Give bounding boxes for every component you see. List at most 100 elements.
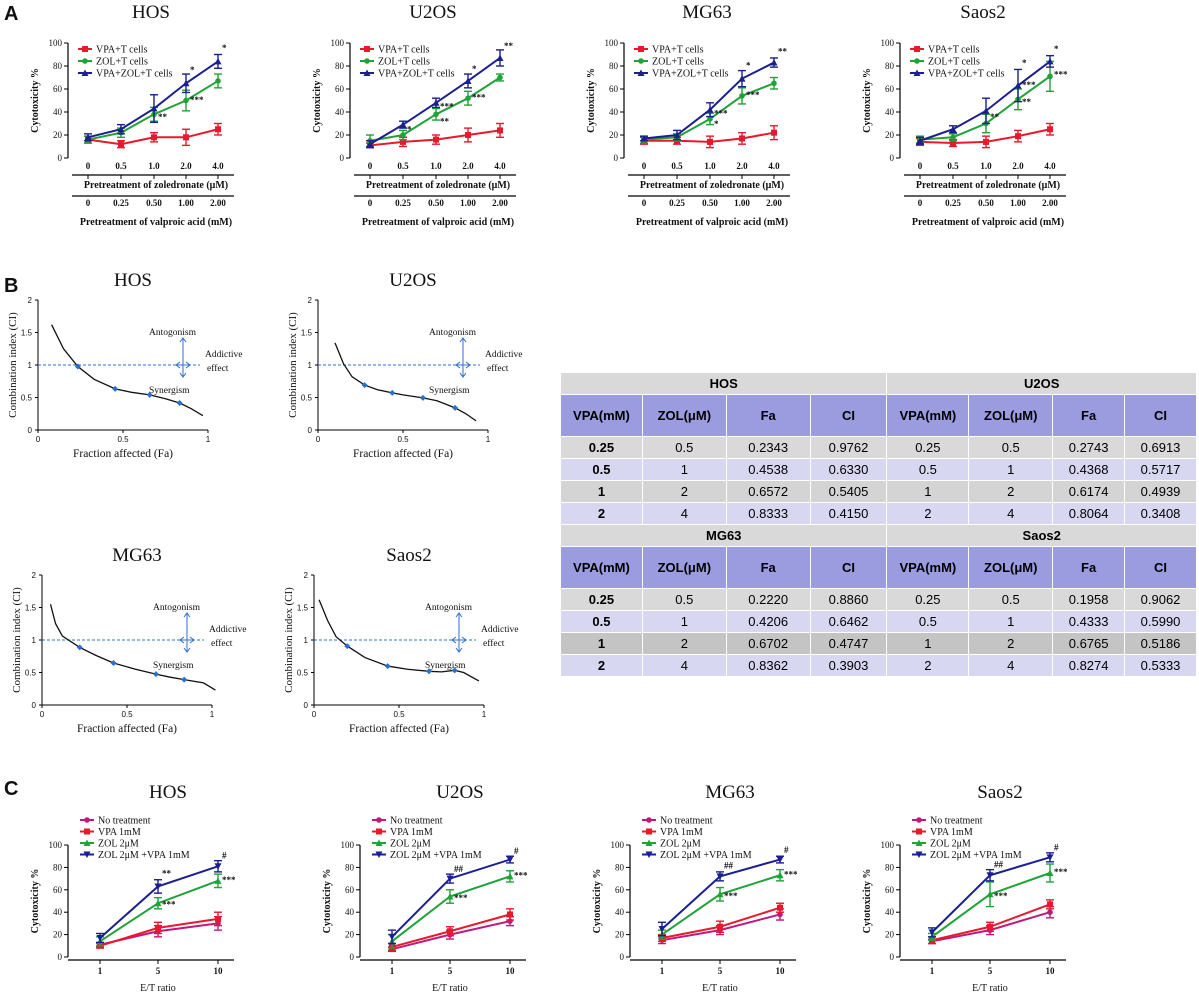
- ci-point: [451, 667, 458, 674]
- x-tick-label: 1.0: [704, 161, 716, 171]
- table-cell: 0.6572: [725, 480, 811, 503]
- y-tick-label: 60: [335, 84, 345, 94]
- arrow-head-right: [189, 636, 195, 644]
- table-row: 0.5 1 0.4538 0.6330 0.5 1 0.4368 0.5717: [560, 458, 1197, 481]
- x-tick-label: 0.5: [121, 710, 133, 719]
- significance-label: #: [784, 845, 789, 855]
- y-tick-label: 80: [609, 61, 619, 71]
- chart-saos2: Saos2 0 20 40 60 80 100 Cytotoxicity % 0 0 0.5 0.25…: [862, 2, 1068, 228]
- table-cell: 2: [641, 632, 727, 655]
- significance-label: *: [1054, 44, 1059, 54]
- table-column-header: VPA(mM) ZOL(μM) Fa CI VPA(mM) ZOL(μM) Fa…: [560, 394, 1197, 437]
- table-cell: 0.5717: [1124, 458, 1197, 481]
- legend-label: VPA+ZOL+T cells: [928, 69, 1005, 80]
- table-cell: 0.5: [886, 610, 970, 633]
- table-cell: 0.8333: [725, 502, 811, 525]
- data-point-marker: [914, 58, 920, 64]
- table-cell: 0.5: [560, 458, 643, 481]
- significance-label: *: [714, 119, 719, 129]
- data-point-marker: [915, 851, 923, 858]
- data-point-marker: [949, 125, 957, 133]
- table-cell: 0.6330: [809, 458, 888, 481]
- x-tick-label: 0: [368, 161, 373, 171]
- ci-point: [110, 659, 117, 666]
- significance-label: ***: [162, 900, 176, 910]
- y-axis-label: Cytotoxicity %: [862, 869, 873, 934]
- table-cell: 0.25: [560, 436, 643, 459]
- panel-b-charts: HOS 0 0.5 1 1.5 2 0 0.5 1 Combination index (CI) F…: [7, 270, 522, 735]
- chart-title: Saos2: [386, 545, 431, 566]
- x-tick-label: 2.0: [180, 161, 192, 171]
- significance-label: ##: [994, 859, 1004, 869]
- table-cell: 0.6462: [809, 610, 888, 633]
- panel-label-b: B: [4, 275, 18, 297]
- annotation-antagonism: Antogonism: [153, 603, 201, 613]
- y-tick-label: 60: [885, 885, 895, 895]
- y-tick-label: 60: [53, 885, 63, 895]
- data-point-marker: [83, 839, 91, 846]
- x-tick-label: 0: [312, 710, 317, 719]
- data-point-marker: [1046, 57, 1054, 65]
- legend-label: VPA+T cells: [928, 45, 980, 56]
- x2-tick-label: 2.00: [766, 198, 782, 208]
- x-tick-label: 4.0: [1044, 161, 1056, 171]
- y-tick-label: 0.5: [297, 669, 309, 678]
- data-point-marker: [375, 839, 383, 846]
- x2-tick-label: 0.50: [978, 198, 994, 208]
- y-tick-label: 40: [53, 907, 63, 917]
- panel-a-charts: HOS 0 20 40 60 80 100 Cytotoxicity % 0 0 0.5 0.25 1.…: [30, 2, 1068, 228]
- ci-curve: [49, 604, 216, 691]
- x-tick-label: 0: [36, 435, 41, 444]
- data-point-marker: [151, 134, 157, 141]
- annotation-additive: Addictive: [485, 350, 522, 360]
- legend-label: No treatment: [930, 816, 983, 827]
- table-cell: 0.2743: [1052, 436, 1126, 459]
- x-tick-label: 1.0: [980, 161, 992, 171]
- table-cell: 1: [641, 458, 727, 481]
- y-tick-label: 0: [340, 153, 345, 163]
- x2-tick-label: 1.00: [734, 198, 750, 208]
- col-zol: ZOL(μM): [641, 394, 727, 437]
- x-axis-label: Fraction affected (Fa): [349, 723, 449, 735]
- x-axis-label: Fraction affected (Fa): [353, 448, 453, 460]
- y-axis-label: Cytotoxicity %: [312, 68, 323, 133]
- annotation-synergism: Synergism: [153, 661, 194, 671]
- table-cell: 1: [560, 480, 643, 503]
- arrow-head-down: [459, 372, 467, 378]
- data-point-marker: [770, 59, 778, 66]
- chart-title: HOS: [132, 2, 170, 23]
- data-point-marker: [983, 138, 989, 145]
- x2-tick-label: 1.00: [460, 198, 476, 208]
- y-tick-label: 40: [615, 907, 625, 917]
- arrow-head-right: [461, 636, 467, 644]
- data-point-marker: [506, 856, 514, 864]
- y-tick-label: 0: [304, 701, 309, 710]
- y-tick-label: 60: [609, 84, 619, 94]
- data-point-marker: [916, 828, 922, 835]
- significance-label: ***: [440, 102, 454, 112]
- table-cell: 1: [641, 610, 727, 633]
- table-cell: 0.5: [560, 610, 643, 633]
- y-tick-label: 2: [32, 571, 37, 580]
- x2-axis-label: Pretreatment of valproic acid (mM): [912, 217, 1064, 228]
- y-tick-label: 80: [885, 862, 895, 872]
- data-point-marker: [96, 934, 104, 942]
- significance-label: ***: [746, 90, 760, 100]
- col-vpa: VPA(mM): [560, 546, 643, 589]
- et-chart-saos2: Saos2 0 20 40 60 80 100 Cytotoxicity % 1 5 10 E/T r…: [862, 782, 1068, 994]
- significance-label: **: [158, 112, 168, 122]
- data-point-marker: [771, 80, 777, 87]
- legend-label: VPA 1mM: [660, 827, 703, 838]
- data-point-marker: [375, 851, 383, 858]
- data-point-marker: [1046, 869, 1054, 876]
- data-point-marker: [84, 828, 90, 835]
- significance-label: ***: [1054, 867, 1068, 877]
- table-cell: 0.3903: [809, 654, 888, 677]
- data-point-marker: [915, 839, 923, 846]
- chart-title: HOS: [149, 782, 187, 803]
- data-point-marker: [1046, 854, 1054, 861]
- et-chart-hos: HOS 0 20 40 60 80 100 Cytotoxicity % 1 5 10 E/T rat…: [30, 782, 236, 994]
- data-point-marker: [986, 890, 994, 898]
- y-tick-label: 20: [885, 930, 895, 940]
